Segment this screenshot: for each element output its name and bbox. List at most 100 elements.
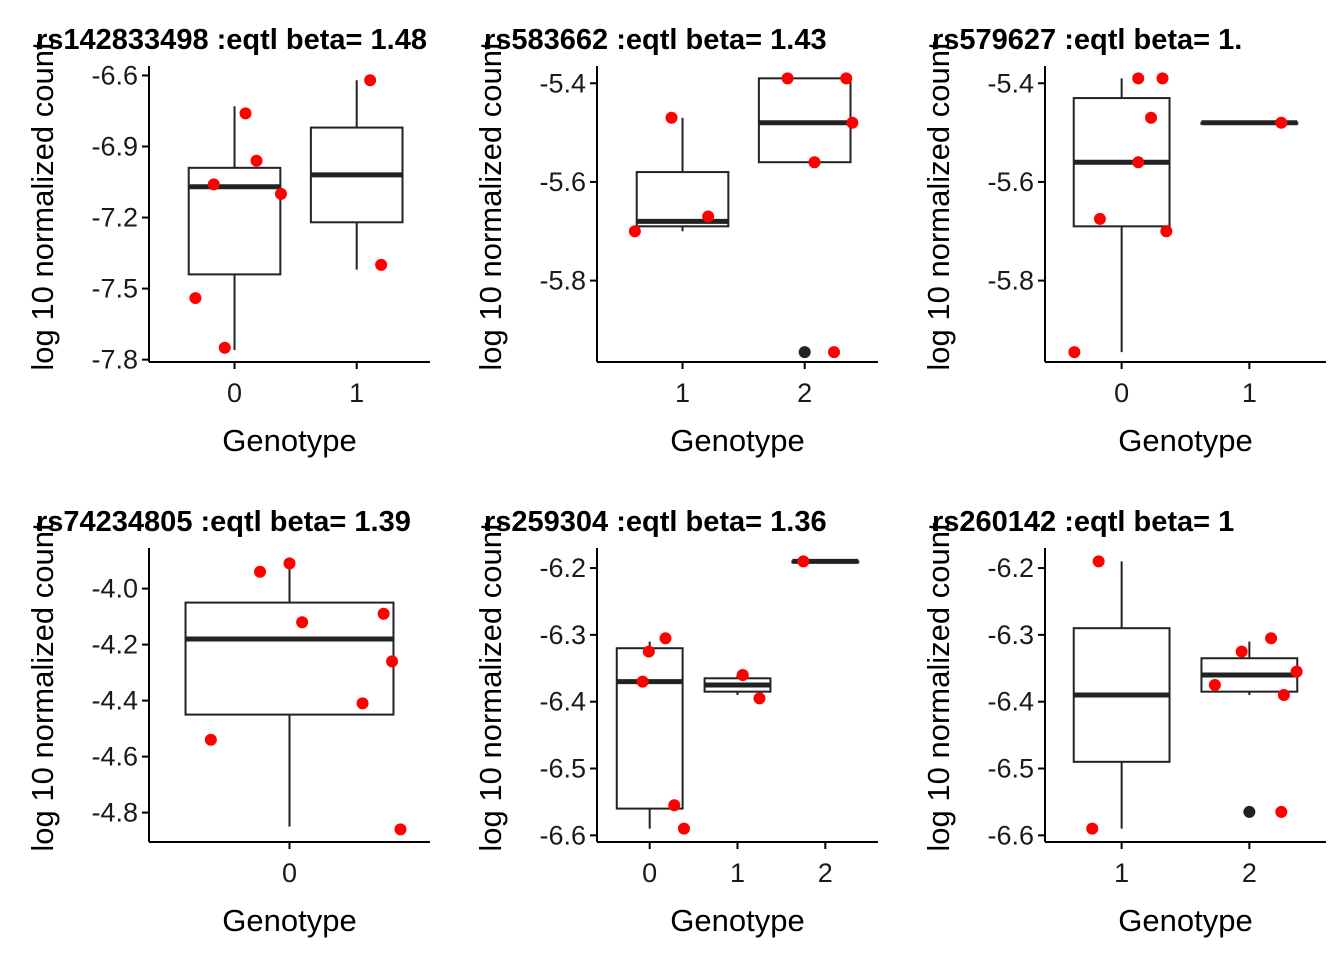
x-tick-label: 2 (1242, 858, 1257, 888)
data-point (207, 178, 220, 191)
x-axis-label: Genotype (222, 423, 356, 458)
y-tick-label: -4.2 (91, 630, 138, 660)
panel-6: -6.2 -6.3 -6.4 -6.5 -6.6 1 2 Genotype log 10 nor… (921, 506, 1326, 938)
y-tick-label: -6.5 (539, 754, 586, 784)
data-point (642, 645, 655, 658)
data-point (356, 697, 369, 710)
data-point (736, 668, 749, 681)
data-point (628, 225, 641, 238)
outlier-point (798, 346, 811, 359)
data-point (375, 258, 388, 271)
data-point (828, 346, 841, 359)
data-point (218, 341, 231, 354)
y-tick-label: -5.4 (539, 68, 586, 98)
x-tick-label: 0 (227, 378, 242, 408)
y-tick-label: -6.6 (91, 60, 138, 90)
data-point (840, 72, 853, 85)
x-tick-label: 0 (282, 858, 297, 888)
data-point (797, 555, 810, 568)
data-point (1068, 346, 1081, 359)
data-point (846, 116, 859, 129)
y-tick-label: -4.8 (91, 798, 138, 828)
data-point (1093, 212, 1106, 225)
data-point (781, 72, 794, 85)
x-axis-label: Genotype (1118, 903, 1252, 938)
data-point (808, 156, 821, 169)
y-tick-label: -4.6 (91, 742, 138, 772)
panel-2: -5.4 -5.6 -5.8 1 2 Genotype log 10 normalized … (473, 24, 878, 458)
x-tick-label: 1 (349, 378, 364, 408)
data-point (394, 823, 407, 836)
y-tick-label: -6.3 (987, 620, 1034, 650)
data-point (1290, 665, 1303, 678)
y-tick-label: -6.9 (91, 132, 138, 162)
panel-4: -4.0 -4.2 -4.4 -4.6 -4.8 0 Genotype log 10 norm… (25, 506, 430, 938)
data-point (283, 557, 296, 570)
data-point (702, 210, 715, 223)
panel-title: rs583662 :eqtl beta= 1.43 (484, 24, 827, 56)
y-tick-label: -5.8 (539, 266, 586, 296)
data-point (250, 154, 263, 167)
y-tick-label: -4.0 (91, 574, 138, 604)
y-tick-label: -7.5 (91, 274, 138, 304)
data-point (296, 616, 309, 629)
data-point (1277, 689, 1290, 701)
x-tick-label: 1 (1242, 378, 1257, 408)
data-point (659, 632, 672, 645)
x-tick-label: 1 (730, 858, 745, 888)
y-tick-label: -6.6 (987, 820, 1034, 850)
data-point (1086, 822, 1099, 835)
data-point (189, 292, 202, 305)
x-tick-label: 1 (1114, 858, 1129, 888)
y-tick-label: -6.5 (987, 754, 1034, 784)
panel-3: -5.4 -5.6 -5.8 0 1 Genotype log 10 normalized … (921, 24, 1326, 458)
data-point (204, 733, 217, 746)
panel-5: -6.2 -6.3 -6.4 -6.5 -6.6 0 1 2 Genotype log 10 no… (473, 506, 878, 938)
y-tick-label: -7.8 (91, 345, 138, 375)
data-point (1275, 116, 1288, 129)
x-tick-label: 0 (1114, 378, 1129, 408)
data-point (1156, 72, 1169, 85)
y-tick-label: -6.2 (539, 553, 586, 583)
outlier-point (1243, 805, 1256, 818)
data-point (1235, 645, 1248, 658)
y-axis-label: log 10 normalized count (473, 41, 508, 371)
x-axis-label: Genotype (222, 903, 356, 938)
data-point (1265, 632, 1278, 645)
panel-title: rs259304 :eqtl beta= 1.36 (484, 506, 827, 538)
data-point (364, 74, 377, 87)
data-point (1132, 72, 1145, 85)
data-point (253, 565, 266, 578)
data-point (677, 822, 690, 835)
data-point (1145, 111, 1158, 124)
x-tick-label: 2 (818, 858, 833, 888)
panel-1: -6.6 -6.9 -7.2 -7.5 -7.8 0 1 Genotype log 10 nor… (25, 24, 430, 458)
y-tick-label: -6.4 (987, 687, 1034, 717)
y-tick-label: -7.2 (91, 203, 138, 233)
y-tick-label: -5.6 (987, 167, 1034, 197)
y-axis-label: log 10 normalized count (473, 522, 508, 852)
y-tick-label: -6.3 (539, 620, 586, 650)
data-point (274, 187, 287, 200)
y-axis-label: log 10 normalized count (921, 522, 956, 852)
data-point (668, 799, 681, 812)
panel-title: rs579627 :eqtl beta= 1. (932, 24, 1242, 56)
y-tick-label: -5.6 (539, 167, 586, 197)
panel-title: rs74234805 :eqtl beta= 1.39 (36, 506, 411, 538)
box-genotype-0 (187, 166, 282, 276)
data-point (636, 675, 649, 688)
x-tick-label: 2 (797, 378, 812, 408)
data-point (239, 107, 252, 120)
data-point (1160, 225, 1173, 238)
box-genotype-0 (184, 601, 395, 716)
y-tick-label: -6.4 (539, 687, 586, 717)
y-tick-label: -6.2 (987, 553, 1034, 583)
data-point (377, 607, 390, 620)
data-point (1092, 555, 1105, 568)
y-axis-label: log 10 normalized count (25, 522, 60, 852)
data-point (665, 111, 678, 124)
y-axis-label: log 10 normalized count (25, 41, 60, 371)
x-tick-label: 1 (675, 378, 690, 408)
box-genotype-1 (635, 171, 730, 228)
